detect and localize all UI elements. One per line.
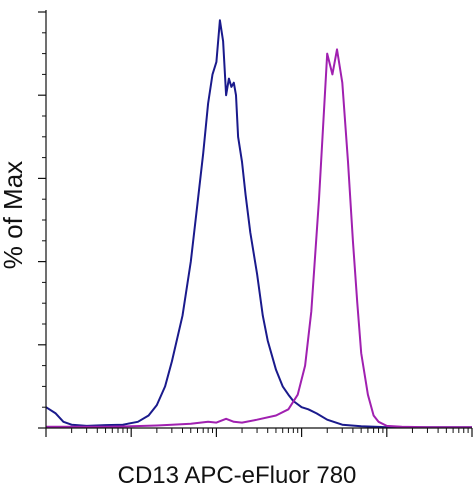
series-line-2: [46, 48, 472, 429]
y-axis-label: % of Max: [0, 161, 28, 269]
series-group: [45, 19, 472, 429]
series-line-1: [45, 19, 472, 429]
x-axis-label: CD13 APC-eFluor 780: [118, 462, 357, 489]
axis-ticks: [38, 11, 473, 437]
